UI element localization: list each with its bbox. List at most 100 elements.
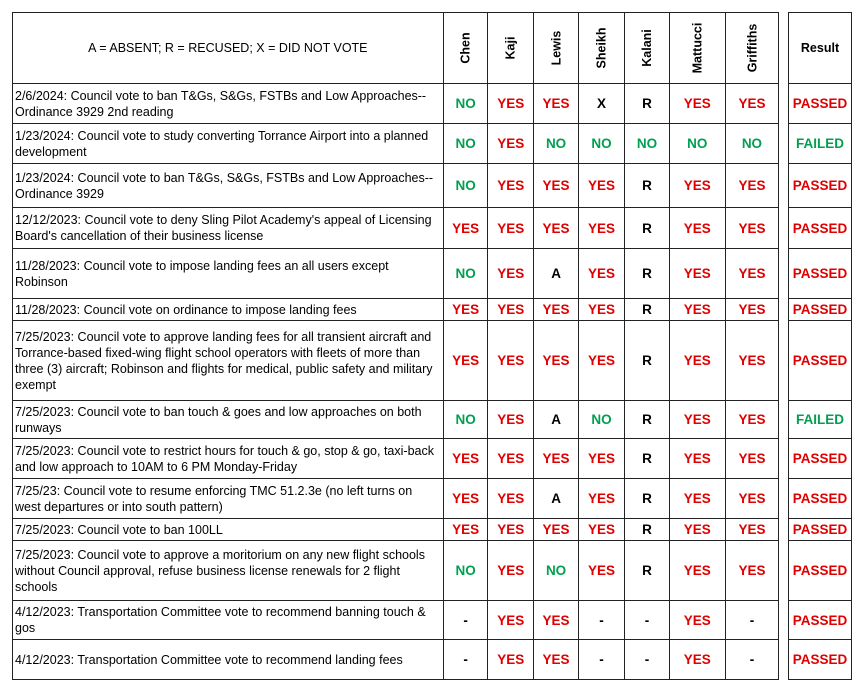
vote-chen: NO	[442, 248, 489, 299]
spacer	[778, 320, 790, 401]
table-row: 7/25/2023: Council vote to ban 100LL YES Y…	[12, 518, 852, 541]
table-row: 7/25/23: Council vote to resume enforcin…	[12, 478, 852, 519]
vote-griffiths: YES	[724, 298, 780, 321]
spacer	[778, 248, 790, 299]
vote-mattucci: YES	[668, 518, 726, 541]
vote-kalani: R	[624, 518, 670, 541]
vote-chen: NO	[442, 83, 489, 124]
vote-mattucci: YES	[668, 600, 726, 640]
result-cell: PASSED	[788, 540, 852, 601]
result-header: Result	[788, 12, 852, 84]
spacer	[778, 639, 790, 680]
result-cell: PASSED	[788, 83, 852, 124]
vote-kaji: YES	[487, 320, 535, 401]
table-row: 7/25/2023: Council vote to approve a mor…	[12, 540, 852, 601]
vote-lewis: A	[533, 248, 579, 299]
vote-griffiths: YES	[724, 518, 780, 541]
vote-sheikh: NO	[578, 400, 625, 439]
vote-sheikh: YES	[578, 298, 625, 321]
table-row: 2/6/2024: Council vote to ban T&Gs, S&Gs…	[12, 83, 852, 124]
header-row: A = ABSENT; R = RECUSED; X = DID NOT VOT…	[12, 12, 852, 84]
table-row: 1/23/2024: Council vote to study convert…	[12, 123, 852, 164]
table-row: 11/28/2023: Council vote to impose landi…	[12, 248, 852, 299]
vote-sheikh: YES	[578, 207, 625, 249]
member-header-lewis: Lewis	[533, 12, 579, 84]
vote-kaji: YES	[487, 438, 535, 479]
vote-kalani: R	[624, 478, 670, 519]
vote-kaji: YES	[487, 207, 535, 249]
member-name: Griffiths	[744, 23, 759, 73]
table-row: 7/25/2023: Council vote to ban touch & g…	[12, 400, 852, 439]
vote-sheikh: X	[578, 83, 625, 124]
member-header-kalani: Kalani	[624, 12, 670, 84]
vote-description: 2/6/2024: Council vote to ban T&Gs, S&Gs…	[12, 83, 444, 124]
vote-griffiths: YES	[724, 478, 780, 519]
spacer	[778, 12, 790, 84]
vote-chen: YES	[442, 207, 489, 249]
vote-mattucci: YES	[668, 540, 726, 601]
member-name: Sheikh	[594, 27, 609, 69]
member-header-griffiths: Griffiths	[724, 12, 780, 84]
table-row: 1/23/2024: Council vote to ban T&Gs, S&G…	[12, 163, 852, 208]
member-header-kaji: Kaji	[487, 12, 535, 84]
council-votes-table: A = ABSENT; R = RECUSED; X = DID NOT VOT…	[12, 12, 852, 680]
vote-kaji: YES	[487, 163, 535, 208]
vote-description: 7/25/23: Council vote to resume enforcin…	[12, 478, 444, 519]
vote-kaji: YES	[487, 478, 535, 519]
vote-kaji: YES	[487, 83, 535, 124]
vote-chen: YES	[442, 298, 489, 321]
result-cell: PASSED	[788, 298, 852, 321]
vote-lewis: NO	[533, 123, 579, 164]
vote-description: 1/23/2024: Council vote to ban T&Gs, S&G…	[12, 163, 444, 208]
result-cell: PASSED	[788, 438, 852, 479]
vote-mattucci: YES	[668, 400, 726, 439]
member-name: Lewis	[549, 30, 564, 66]
table-row: 12/12/2023: Council vote to deny Sling P…	[12, 207, 852, 249]
vote-lewis: YES	[533, 438, 579, 479]
member-name: Kalani	[639, 29, 654, 67]
member-name: Chen	[458, 32, 473, 64]
spacer	[778, 400, 790, 439]
vote-chen: NO	[442, 400, 489, 439]
vote-lewis: YES	[533, 639, 579, 680]
vote-sheikh: YES	[578, 438, 625, 479]
spacer	[778, 478, 790, 519]
vote-description: 1/23/2024: Council vote to study convert…	[12, 123, 444, 164]
spacer	[778, 438, 790, 479]
vote-chen: YES	[442, 518, 489, 541]
vote-description: 7/25/2023: Council vote to restrict hour…	[12, 438, 444, 479]
spacer	[778, 163, 790, 208]
vote-kalani: R	[624, 400, 670, 439]
vote-kaji: YES	[487, 600, 535, 640]
spacer	[778, 600, 790, 640]
member-name: Kaji	[503, 36, 518, 60]
table-row: 7/25/2023: Council vote to restrict hour…	[12, 438, 852, 479]
vote-griffiths: NO	[724, 123, 780, 164]
vote-kalani: NO	[624, 123, 670, 164]
vote-griffiths: YES	[724, 400, 780, 439]
vote-kalani: R	[624, 248, 670, 299]
vote-mattucci: YES	[668, 207, 726, 249]
spacer	[778, 83, 790, 124]
vote-description: 7/25/2023: Council vote to ban touch & g…	[12, 400, 444, 439]
vote-mattucci: NO	[668, 123, 726, 164]
vote-kaji: YES	[487, 123, 535, 164]
vote-griffiths: YES	[724, 207, 780, 249]
member-header-mattucci: Mattucci	[668, 12, 726, 84]
member-name: Mattucci	[690, 22, 705, 74]
result-cell: PASSED	[788, 518, 852, 541]
spacer	[778, 123, 790, 164]
vote-griffiths: -	[724, 600, 780, 640]
result-cell: PASSED	[788, 248, 852, 299]
vote-description: 11/28/2023: Council vote on ordinance to…	[12, 298, 444, 321]
vote-griffiths: YES	[724, 248, 780, 299]
vote-kalani: -	[624, 639, 670, 680]
member-header-sheikh: Sheikh	[578, 12, 625, 84]
vote-sheikh: YES	[578, 163, 625, 208]
vote-kalani: R	[624, 163, 670, 208]
table-row: 7/25/2023: Council vote to approve landi…	[12, 320, 852, 401]
spacer	[778, 518, 790, 541]
vote-lewis: A	[533, 400, 579, 439]
table-row: 4/12/2023: Transportation Committee vote…	[12, 639, 852, 680]
vote-mattucci: YES	[668, 320, 726, 401]
